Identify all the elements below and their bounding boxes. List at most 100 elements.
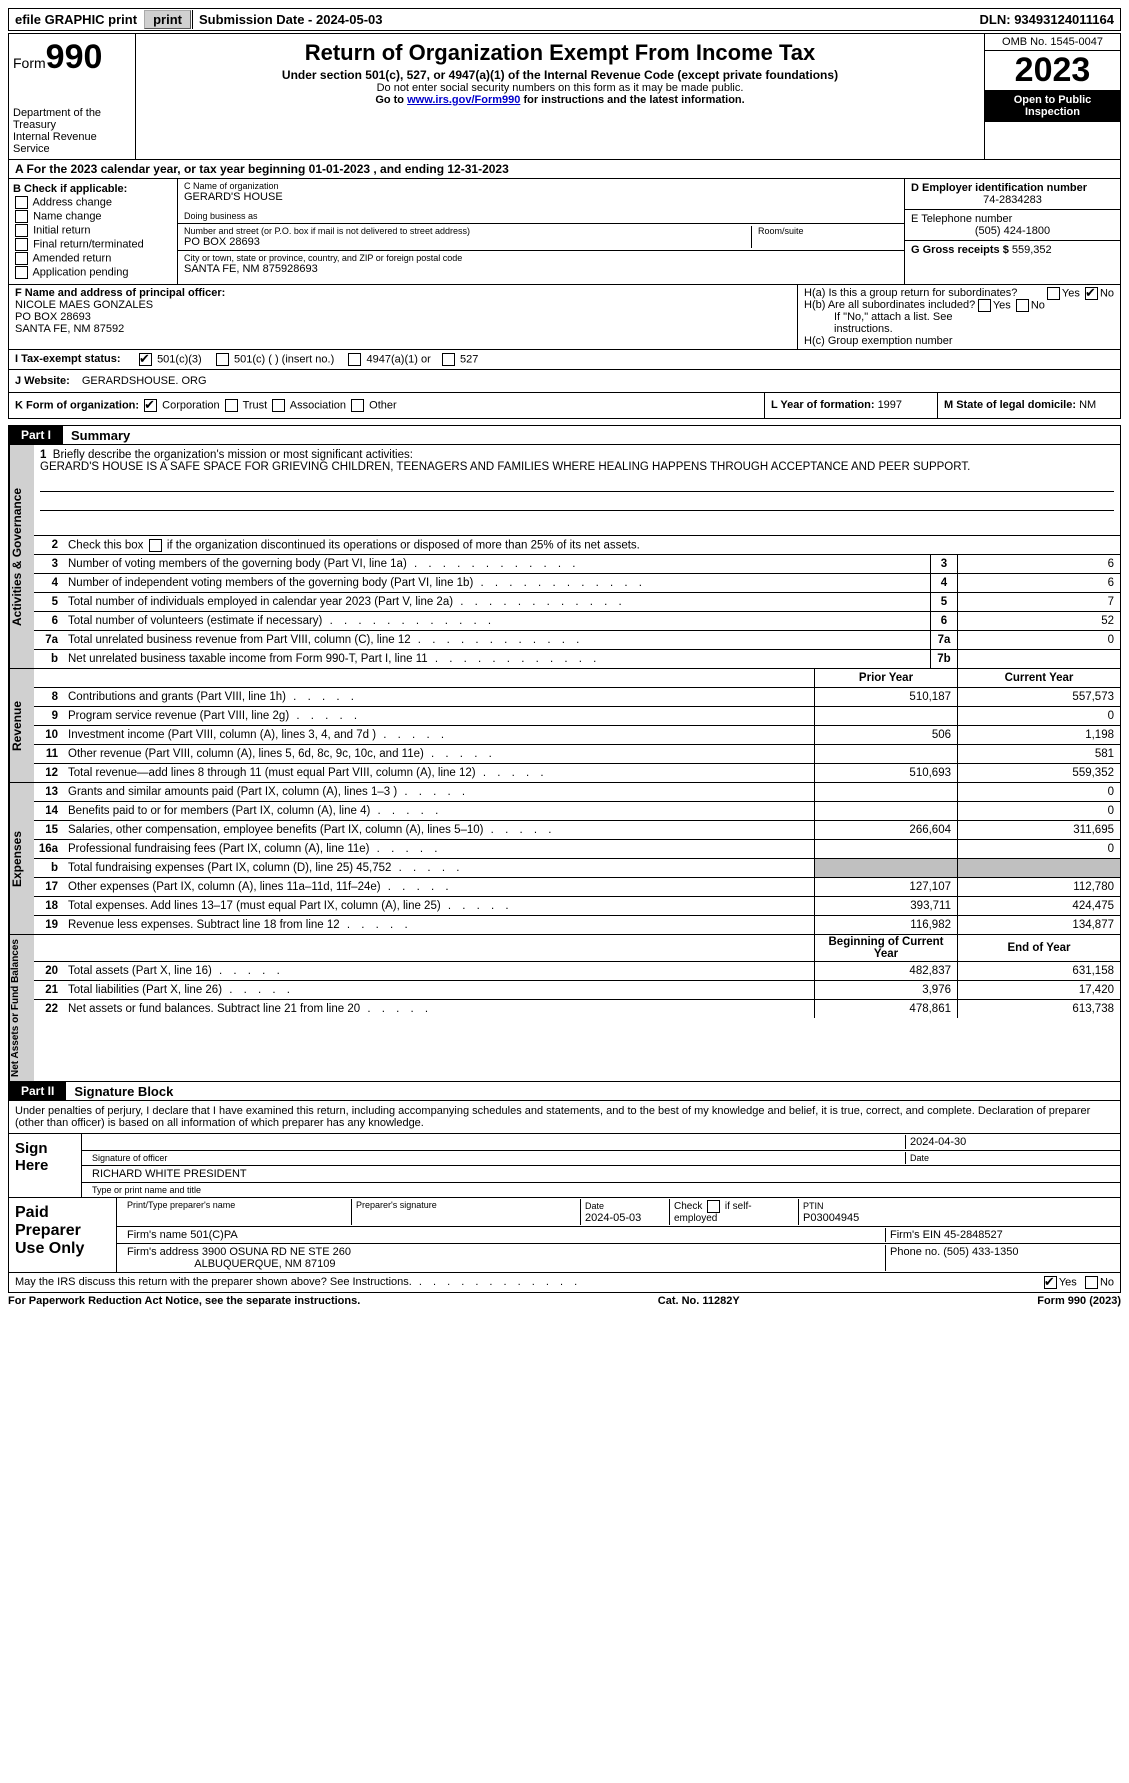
cb-assoc[interactable] — [272, 399, 285, 412]
col-h: H(a) Is this a group return for subordin… — [797, 285, 1120, 349]
prep-date: 2024-05-03 — [585, 1212, 641, 1224]
cb-corp[interactable] — [144, 399, 157, 412]
signature-block: Under penalties of perjury, I declare th… — [8, 1101, 1121, 1293]
dept-label: Department of the Treasury — [13, 107, 131, 131]
cb-discuss-yes[interactable] — [1044, 1276, 1057, 1289]
part1-label: Part I — [9, 426, 63, 444]
rev-curr-9: 0 — [957, 707, 1120, 725]
gov-line-7b: b Net unrelated business taxable income … — [34, 650, 1120, 668]
ein: 74-2834283 — [911, 194, 1114, 206]
col-b: B Check if applicable: Address change Na… — [9, 179, 178, 284]
gov-val-3: 6 — [957, 555, 1120, 573]
cb-self-employed[interactable] — [707, 1200, 720, 1213]
cb-4947[interactable] — [348, 353, 361, 366]
state-domicile-label: M State of legal domicile: — [944, 399, 1079, 411]
rev-curr-11: 581 — [957, 745, 1120, 763]
paid-preparer-label: Paid Preparer Use Only — [9, 1198, 117, 1272]
irs-link[interactable]: www.irs.gov/Form990 — [407, 94, 520, 106]
sig-officer-label: Signature of officer — [88, 1152, 905, 1164]
cb-501c[interactable] — [216, 353, 229, 366]
sign-date: 2024-04-30 — [905, 1135, 1114, 1149]
form-number: 990 — [46, 38, 103, 76]
mission-box: 1 Briefly describe the organization's mi… — [34, 445, 1120, 536]
exp-prior-18: 393,711 — [814, 897, 957, 915]
rev-prior-9 — [814, 707, 957, 725]
org-name: GERARD'S HOUSE — [184, 191, 898, 203]
part1-bar: Part I Summary — [8, 425, 1121, 445]
sign-here-label: Sign Here — [9, 1134, 82, 1197]
exp-line-b: b Total fundraising expenses (Part IX, c… — [34, 859, 1120, 878]
exp-prior-15: 266,604 — [814, 821, 957, 839]
form-word: Form — [13, 55, 46, 71]
cb-amended[interactable] — [15, 252, 28, 265]
cb-trust[interactable] — [225, 399, 238, 412]
city-label: City or town, state or province, country… — [184, 253, 898, 263]
netassets-block: Net Assets or Fund Balances Beginning of… — [8, 935, 1121, 1082]
exp-curr-15: 311,695 — [957, 821, 1120, 839]
officer-type-label: Type or print name and title — [88, 1184, 205, 1196]
gov-val-7a: 0 — [957, 631, 1120, 649]
gross-receipts: 559,352 — [1012, 244, 1052, 256]
prep-name-label: Print/Type preparer's name — [123, 1199, 351, 1225]
header-right: OMB No. 1545-0047 2023 Open to Public In… — [984, 34, 1120, 159]
cb-pending[interactable] — [15, 266, 28, 279]
cb-501c3[interactable] — [139, 353, 152, 366]
expenses-block: Expenses 13 Grants and similar amounts p… — [8, 783, 1121, 935]
hb-label: H(b) Are all subordinates included? — [804, 299, 975, 311]
status-row: I Tax-exempt status: 501(c)(3) 501(c) ( … — [8, 349, 1121, 369]
addr: PO BOX 28693 — [184, 236, 751, 248]
cb-discontinued[interactable] — [149, 539, 162, 552]
cb-ha-yes[interactable] — [1047, 287, 1060, 300]
status-label: I Tax-exempt status: — [9, 350, 131, 369]
gov-line-7a: 7a Total unrelated business revenue from… — [34, 631, 1120, 650]
omb-number: OMB No. 1545-0047 — [985, 34, 1120, 51]
exp-prior-13 — [814, 783, 957, 801]
mission-text: GERARD'S HOUSE IS A SAFE SPACE FOR GRIEV… — [40, 461, 970, 473]
net-prior-22: 478,861 — [814, 1000, 957, 1018]
gov-line-5: 5 Total number of individuals employed i… — [34, 593, 1120, 612]
cb-address-change[interactable] — [15, 196, 28, 209]
form-title: Return of Organization Exempt From Incom… — [140, 40, 980, 66]
tax-year: 2023 — [985, 51, 1120, 90]
rev-prior-8: 510,187 — [814, 688, 957, 706]
cb-hb-yes[interactable] — [978, 299, 991, 312]
addr-label: Number and street (or P.O. box if mail i… — [184, 226, 751, 236]
gov-val-6: 52 — [957, 612, 1120, 630]
year-formation-label: L Year of formation: — [771, 399, 878, 411]
prep-sig-label: Preparer's signature — [351, 1199, 580, 1225]
footer-form: Form 990 (2023) — [1037, 1295, 1121, 1307]
exp-prior-14 — [814, 802, 957, 820]
cb-name-change[interactable] — [15, 210, 28, 223]
cb-discuss-no[interactable] — [1085, 1276, 1098, 1289]
hb-note: If "No," attach a list. See instructions… — [804, 311, 1114, 335]
open-inspection: Open to Public Inspection — [985, 90, 1120, 122]
cb-527[interactable] — [442, 353, 455, 366]
net-curr-22: 613,738 — [957, 1000, 1120, 1018]
firm-addr2: ALBUQUERQUE, NM 87109 — [194, 1258, 335, 1270]
cb-final-return[interactable] — [15, 238, 28, 251]
exp-prior-16a — [814, 840, 957, 858]
exp-curr-14: 0 — [957, 802, 1120, 820]
rev-curr-12: 559,352 — [957, 764, 1120, 782]
gross-label: G Gross receipts $ — [911, 244, 1012, 256]
vtab-governance: Activities & Governance — [9, 445, 34, 668]
rev-prior-10: 506 — [814, 726, 957, 744]
vtab-netassets: Net Assets or Fund Balances — [9, 935, 34, 1081]
firm-phone: (505) 433-1350 — [943, 1246, 1018, 1258]
net-curr-21: 17,420 — [957, 981, 1120, 999]
part2-bar: Part II Signature Block — [8, 1082, 1121, 1101]
rev-line-11: 11 Other revenue (Part VIII, column (A),… — [34, 745, 1120, 764]
cb-hb-no[interactable] — [1016, 299, 1029, 312]
cb-ha-no[interactable] — [1085, 287, 1098, 300]
cb-other[interactable] — [351, 399, 364, 412]
top-bar: efile GRAPHIC print print Submission Dat… — [8, 8, 1121, 31]
exp-line-19: 19 Revenue less expenses. Subtract line … — [34, 916, 1120, 934]
cb-initial-return[interactable] — [15, 224, 28, 237]
col-c: C Name of organization GERARD'S HOUSE Do… — [178, 179, 904, 284]
col-end: End of Year — [957, 935, 1120, 961]
col-b-header: B Check if applicable: — [13, 183, 173, 195]
net-prior-21: 3,976 — [814, 981, 957, 999]
net-curr-20: 631,158 — [957, 962, 1120, 980]
print-button[interactable]: print — [144, 10, 191, 29]
gov-val-5: 7 — [957, 593, 1120, 611]
